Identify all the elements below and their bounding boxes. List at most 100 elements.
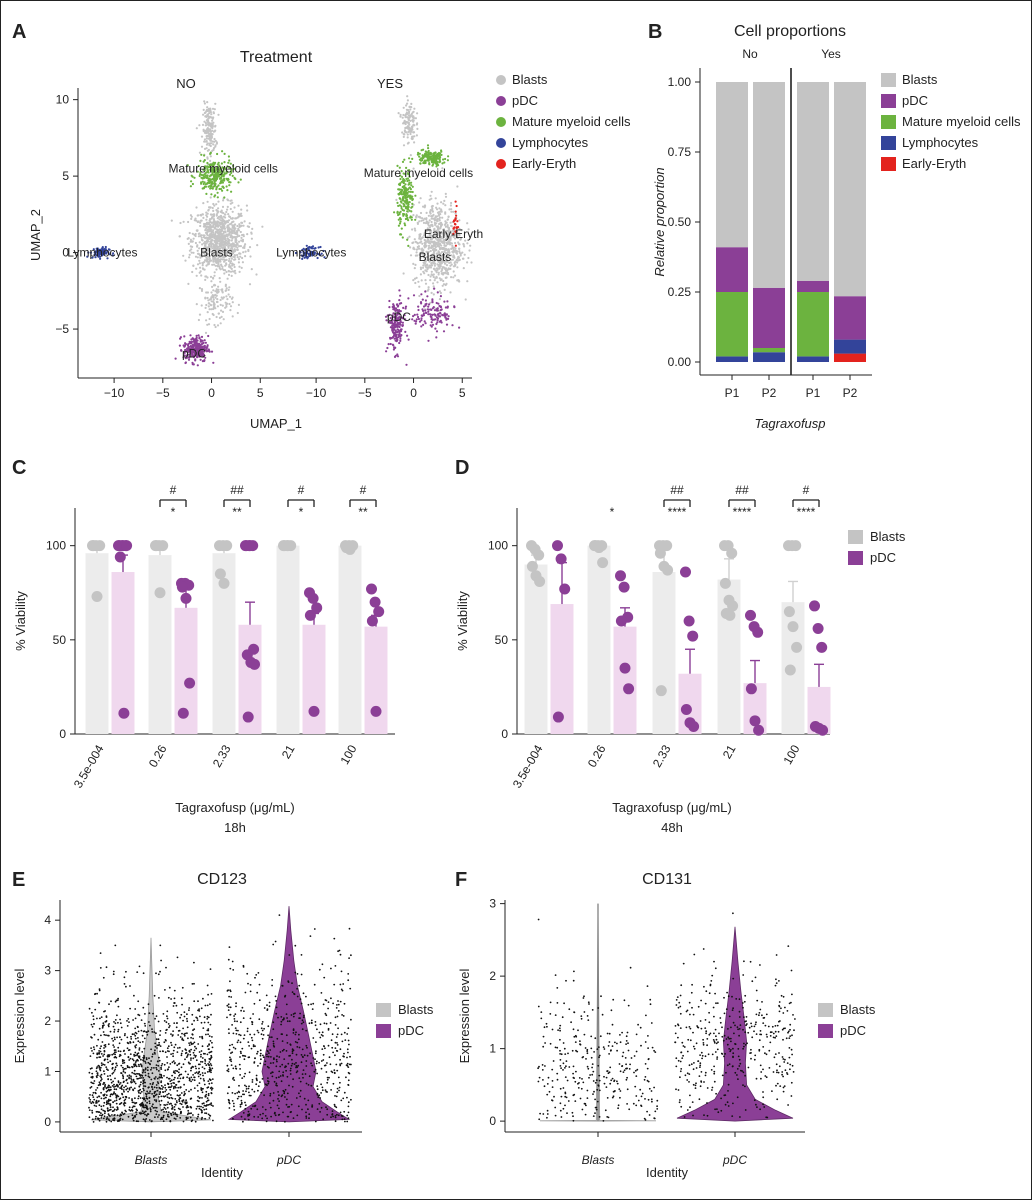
umap-point xyxy=(424,152,427,155)
violin-point xyxy=(88,1097,91,1099)
violin-point xyxy=(191,983,194,985)
violin-point xyxy=(137,1000,140,1003)
violin-point xyxy=(129,1041,132,1043)
umap-point xyxy=(431,298,434,301)
violin-point xyxy=(205,1033,207,1036)
umap-point xyxy=(422,270,425,273)
violin-point xyxy=(193,1000,196,1003)
viability-x-tick-label: 100 xyxy=(337,742,359,767)
violin-point xyxy=(111,1085,114,1087)
umap-point xyxy=(446,300,449,303)
umap-point xyxy=(418,201,421,204)
violin-point xyxy=(169,1120,172,1123)
violin-point xyxy=(129,1057,132,1060)
violin-point xyxy=(177,1030,180,1032)
violin-point xyxy=(139,1041,142,1044)
violin-point xyxy=(91,1109,93,1112)
umap-point xyxy=(444,211,447,214)
violin-point xyxy=(119,1082,122,1084)
umap-point xyxy=(398,289,401,292)
umap-point xyxy=(416,127,419,130)
violin-point xyxy=(113,1046,115,1048)
umap-point xyxy=(221,258,224,261)
data-point xyxy=(752,626,764,638)
significance-star: * xyxy=(299,505,304,519)
violin-point xyxy=(89,1098,92,1101)
umap-point xyxy=(233,265,236,269)
violin-point xyxy=(157,1096,160,1098)
violin-point xyxy=(159,970,161,973)
violin-point xyxy=(179,1036,182,1038)
umap-point xyxy=(437,302,440,305)
violin-point xyxy=(134,1017,137,1020)
umap-point xyxy=(419,211,423,215)
violin-point xyxy=(167,996,170,999)
umap-point xyxy=(404,188,407,191)
umap-point xyxy=(434,223,437,226)
umap-point xyxy=(398,211,401,215)
umap-point xyxy=(432,242,435,245)
umap-point xyxy=(232,220,235,223)
umap-point xyxy=(418,294,421,298)
umap-point xyxy=(417,317,420,321)
violin-point xyxy=(117,1030,119,1033)
violin-point xyxy=(203,1083,206,1086)
violin-point xyxy=(154,1053,156,1055)
umap-y-tick-label: 5 xyxy=(62,169,69,183)
violin-point xyxy=(112,1044,115,1046)
umap-point xyxy=(422,156,425,159)
umap-point xyxy=(236,311,239,315)
violin-point xyxy=(96,1052,99,1055)
umap-point xyxy=(456,220,459,223)
umap-point xyxy=(212,202,215,206)
violin-point xyxy=(103,1064,106,1066)
stacked-bar-segment xyxy=(834,296,866,340)
violin-point xyxy=(91,1025,94,1028)
umap-point xyxy=(220,315,223,318)
umap-point xyxy=(228,302,231,306)
umap-point xyxy=(442,279,445,283)
violin-point xyxy=(186,1076,189,1079)
umap-point xyxy=(440,223,443,226)
violin-point xyxy=(152,1012,154,1015)
umap-cluster-label: pDC xyxy=(387,310,411,324)
umap-point xyxy=(433,279,436,282)
violin-point xyxy=(201,1116,204,1119)
violin-point xyxy=(178,1075,180,1077)
violin-point xyxy=(173,1108,176,1111)
umap-point xyxy=(438,267,441,270)
violin-point xyxy=(193,1076,196,1079)
violin-point xyxy=(210,1086,213,1089)
umap-point xyxy=(238,226,241,229)
umap-point xyxy=(446,218,449,221)
umap-point xyxy=(200,335,204,338)
proportion-x-tick-label: P1 xyxy=(725,386,740,400)
umap-x-tick-label: 0 xyxy=(208,386,215,400)
violin-point xyxy=(149,1108,152,1111)
umap-point xyxy=(214,227,217,230)
violin-point xyxy=(112,1080,114,1083)
violin-point xyxy=(105,1118,108,1121)
data-point xyxy=(180,592,192,604)
umap-point xyxy=(220,255,223,258)
umap-point xyxy=(198,336,201,340)
umap-point xyxy=(195,303,198,306)
umap-point xyxy=(199,256,202,259)
violin-point xyxy=(91,1050,93,1052)
umap-point xyxy=(397,213,400,217)
umap-point xyxy=(217,312,220,315)
umap-point xyxy=(203,224,207,227)
umap-point xyxy=(214,325,217,329)
umap-point xyxy=(406,238,409,241)
umap-point xyxy=(241,233,244,237)
umap-point xyxy=(234,239,237,242)
violin-point xyxy=(100,1108,103,1111)
umap-point xyxy=(393,355,397,358)
umap-point xyxy=(204,246,207,249)
umap-point xyxy=(225,254,228,257)
umap-point xyxy=(207,334,210,338)
umap-point xyxy=(418,155,421,158)
umap-point xyxy=(210,113,213,116)
umap-point xyxy=(203,154,206,157)
